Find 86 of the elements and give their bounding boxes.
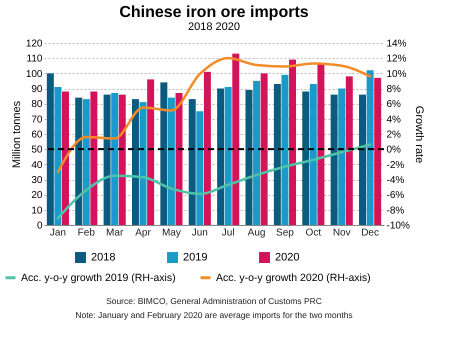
bar <box>374 78 382 225</box>
bar <box>75 98 82 225</box>
bar <box>147 79 154 225</box>
x-tick-label: Jul <box>222 228 235 238</box>
x-tick-label: Dec <box>361 228 379 238</box>
y2-tick-label: 4% <box>386 114 402 126</box>
bar <box>338 88 346 225</box>
line-series <box>56 56 372 174</box>
bar <box>217 88 224 225</box>
legend-label: 2018 <box>91 252 116 264</box>
x-tick-label: Apr <box>135 228 152 238</box>
bar <box>359 94 366 225</box>
y-tick-label: 60 <box>31 130 43 140</box>
bar <box>46 73 54 225</box>
y2-tick-label: 8% <box>386 84 402 95</box>
x-tick-label: Sep <box>276 228 294 238</box>
source-note: Source: BIMCO, General Administration of Customs PRC <box>106 296 322 306</box>
legend-label: 2019 <box>183 252 208 264</box>
x-tick-label: Nov <box>332 228 351 238</box>
y-tick-label: 0 <box>36 220 43 232</box>
bar <box>132 99 139 225</box>
legend-label: Acc. y-o-y growth 2019 (RH-axis) <box>21 272 176 284</box>
bar <box>310 84 317 225</box>
y2-tick-label: 14% <box>386 38 407 50</box>
y2-tick-label: -10% <box>386 220 410 232</box>
bar <box>160 82 168 225</box>
legend-label: Acc. y-o-y growth 2020 (RH-axis) <box>216 272 371 284</box>
bar <box>176 93 182 225</box>
x-tick-label: Oct <box>306 228 322 238</box>
bar <box>224 86 232 225</box>
y-tick-label: 10 <box>31 205 43 216</box>
y2-tick-label: -2% <box>386 160 404 171</box>
bar <box>289 60 296 225</box>
y-tick-label: 30 <box>31 175 43 186</box>
y-tick-label: 70 <box>31 114 43 126</box>
y2-tick-label: -4% <box>386 175 404 186</box>
y2-tick-label: 10% <box>386 68 407 80</box>
bar <box>302 92 310 225</box>
x-tick-label: Aug <box>248 228 266 238</box>
bar <box>104 94 111 225</box>
y-tick-label: 100 <box>26 68 43 80</box>
bar <box>346 76 353 225</box>
text: Note: January and February 2020 are average imports for the two months <box>75 310 353 320</box>
y-tick-label: 90 <box>31 84 43 95</box>
bar <box>330 94 338 225</box>
bar <box>260 73 268 225</box>
bar <box>204 72 211 225</box>
bar <box>168 98 175 225</box>
y-tick-label: 50 <box>31 144 43 156</box>
x-tick-label: Mar <box>106 228 124 238</box>
x-tick-label: May <box>162 228 181 238</box>
y2-tick-label: 0% <box>386 144 402 156</box>
legend-label: 2020 <box>275 252 300 264</box>
bar <box>196 111 204 225</box>
y-tick-label: 120 <box>26 38 43 50</box>
bar <box>62 92 69 225</box>
bar <box>82 99 90 225</box>
bar <box>246 90 252 225</box>
bar <box>274 84 281 225</box>
x-tick-label: Jun <box>192 228 208 238</box>
bar <box>140 102 147 225</box>
y2-tick-label: -6% <box>386 190 404 202</box>
bar <box>317 62 324 225</box>
y2-axis-title: Growth rate <box>412 106 425 164</box>
y2-tick-label: 12% <box>386 54 407 65</box>
bar <box>366 70 374 225</box>
y-tick-label: 20 <box>31 190 43 202</box>
bar <box>188 99 196 225</box>
y2-tick-label: 6% <box>386 99 402 110</box>
bar <box>232 54 240 225</box>
x-tick-label: Feb <box>78 228 96 238</box>
chart-subtitle: 2018 2020 <box>188 21 240 33</box>
y2-tick-label: -8% <box>386 205 404 216</box>
y-tick-label: 110 <box>26 54 43 65</box>
y-tick-label: 80 <box>31 99 43 110</box>
line-series <box>56 143 372 220</box>
bar <box>90 92 98 225</box>
y2-tick-label: 2% <box>386 130 402 140</box>
y-tick-label: 40 <box>31 160 43 171</box>
x-tick-label: Jan <box>50 228 66 238</box>
bar <box>281 74 288 225</box>
chart-title: Chinese iron ore imports <box>119 4 309 21</box>
bar <box>253 80 260 225</box>
bar <box>111 93 118 225</box>
bar <box>54 86 62 225</box>
y-axis-title: Million tonnes <box>10 100 23 168</box>
